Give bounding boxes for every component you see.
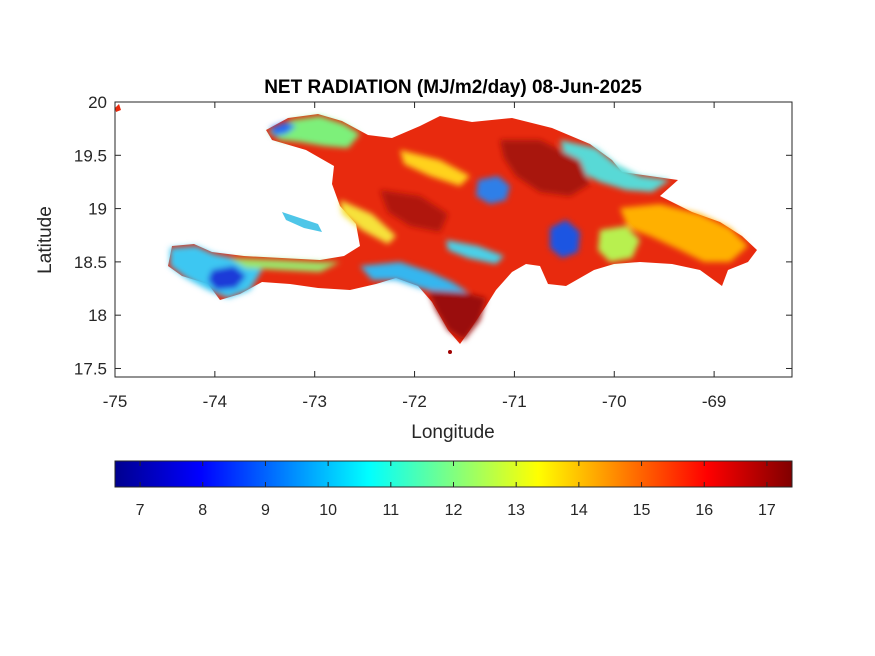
x-tick-label: -73	[302, 392, 327, 411]
colorbar-tick-label: 15	[633, 502, 651, 519]
colorbar-tick-label: 10	[319, 502, 337, 519]
y-axis-label: Latitude	[35, 206, 56, 274]
x-tick-label: -69	[702, 392, 727, 411]
north-dark-red	[500, 140, 590, 196]
plot-frame	[114, 101, 793, 378]
x-axis: -75 -74 -73 -72 -71 -70 -69	[103, 102, 727, 411]
central-blue-patch	[476, 176, 510, 204]
x-axis-label: Longitude	[411, 422, 494, 443]
x-tick-label: -74	[203, 392, 228, 411]
central-yellow-streak	[400, 150, 470, 186]
x-tick-label: -72	[402, 392, 427, 411]
colorbar-tick-label: 8	[198, 502, 207, 519]
y-tick-label: 19.5	[74, 146, 107, 165]
y-tick-label: 18.5	[74, 253, 107, 272]
ne-cyan-field	[560, 140, 670, 192]
colorbar-tick-label: 14	[570, 502, 588, 519]
east-green-field	[598, 226, 640, 262]
chart-title: NET RADIATION (MJ/m2/day) 08-Jun-2025	[264, 77, 642, 98]
colorbar-tick-label: 16	[695, 502, 713, 519]
colorbar-ticks: 7 8 9 10 11 12 13 14 15 16 17	[136, 461, 776, 519]
east-blue-patch	[550, 220, 580, 258]
x-tick-label: -70	[602, 392, 627, 411]
far-west-speck	[115, 104, 121, 112]
colorbar-tick-label: 9	[261, 502, 270, 519]
colorbar-tick-label: 12	[445, 502, 463, 519]
beata-speck	[448, 350, 452, 354]
x-tick-label: -71	[502, 392, 527, 411]
south-dark-red	[428, 290, 486, 340]
west-dark-red	[380, 190, 448, 232]
map-raster	[115, 104, 757, 354]
y-tick-label: 20	[88, 93, 107, 112]
west-yellow-streak	[340, 200, 396, 244]
x-tick-label: -75	[103, 392, 128, 411]
y-tick-label: 17.5	[74, 359, 107, 378]
sw-blue-patch	[208, 266, 246, 290]
tortuga-island	[282, 212, 322, 232]
colorbar-tick-label: 7	[136, 502, 145, 519]
colorbar-tick-label: 13	[507, 502, 525, 519]
colorbar-tick-label: 17	[758, 502, 776, 519]
east-yellow-field	[620, 204, 748, 262]
nw-blue-patch	[270, 122, 296, 136]
y-tick-label: 18	[88, 306, 107, 325]
y-tick-label: 19	[88, 200, 107, 219]
mid-cyan-streak	[446, 240, 504, 264]
y-axis: 17.5 18 18.5 19 19.5 20	[74, 93, 792, 378]
south-coast-band	[360, 262, 468, 294]
colorbar-tick-label: 11	[383, 502, 400, 519]
sw-green-band	[230, 258, 340, 272]
